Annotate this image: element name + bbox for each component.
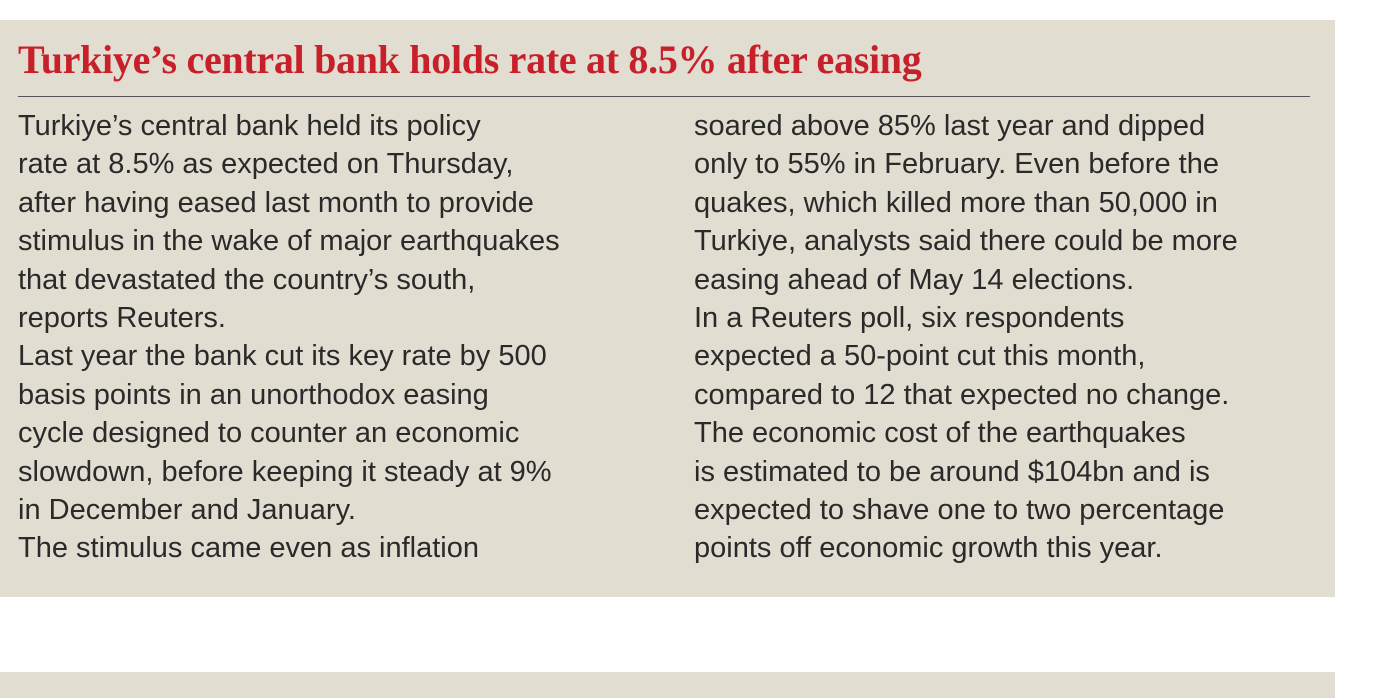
text-line: The stimulus came even as inflation <box>18 532 479 565</box>
text-line: Last year the bank cut its key rate by 5… <box>18 340 547 373</box>
text-line: reports Reuters. <box>18 302 226 335</box>
text-line: In a Reuters poll, six respondents <box>694 302 1125 335</box>
text-line: expected to shave one to two percentage <box>694 494 1225 527</box>
text-line: stimulus in the wake of major earthquake… <box>18 225 560 258</box>
text-line: points off economic growth this year. <box>694 532 1163 565</box>
text-line: basis points in an unorthodox easing <box>18 378 489 411</box>
text-line: in December and January. <box>18 494 356 527</box>
next-box <box>0 672 1335 698</box>
text-line: cycle designed to counter an economic <box>18 417 520 450</box>
text-line: compared to 12 that expected no change. <box>694 378 1230 411</box>
text-line: The economic cost of the earthquakes <box>694 417 1186 450</box>
text-line: only to 55% in February. Even before the <box>694 148 1219 181</box>
headline: Turkiye’s central bank holds rate at 8.5… <box>18 37 922 82</box>
text-line: quakes, which killed more than 50,000 in <box>694 186 1218 219</box>
text-line: that devastated the country’s south, <box>18 263 476 296</box>
text-line: expected a 50-point cut this month, <box>694 340 1146 373</box>
text-line: soared above 85% last year and dipped <box>694 110 1206 142</box>
rule <box>18 96 1310 97</box>
text-line: slowdown, before keeping it steady at 9% <box>18 455 552 488</box>
text-line: rate at 8.5% as expected on Thursday, <box>18 148 514 181</box>
text-line: easing ahead of May 14 elections. <box>694 263 1135 296</box>
text-line: Turkiye’s central bank held its policy <box>18 110 481 142</box>
text-line: after having eased last month to provide <box>18 186 534 219</box>
text-line: is estimated to be around $104bn and is <box>694 455 1210 488</box>
text-line: Turkiye, analysts said there could be mo… <box>694 225 1238 258</box>
column: soared above 85% last year and dipped onl… <box>694 107 1238 568</box>
column: Turkiye’s central bank held its policy ra… <box>18 107 560 568</box>
article-box <box>0 20 1335 597</box>
